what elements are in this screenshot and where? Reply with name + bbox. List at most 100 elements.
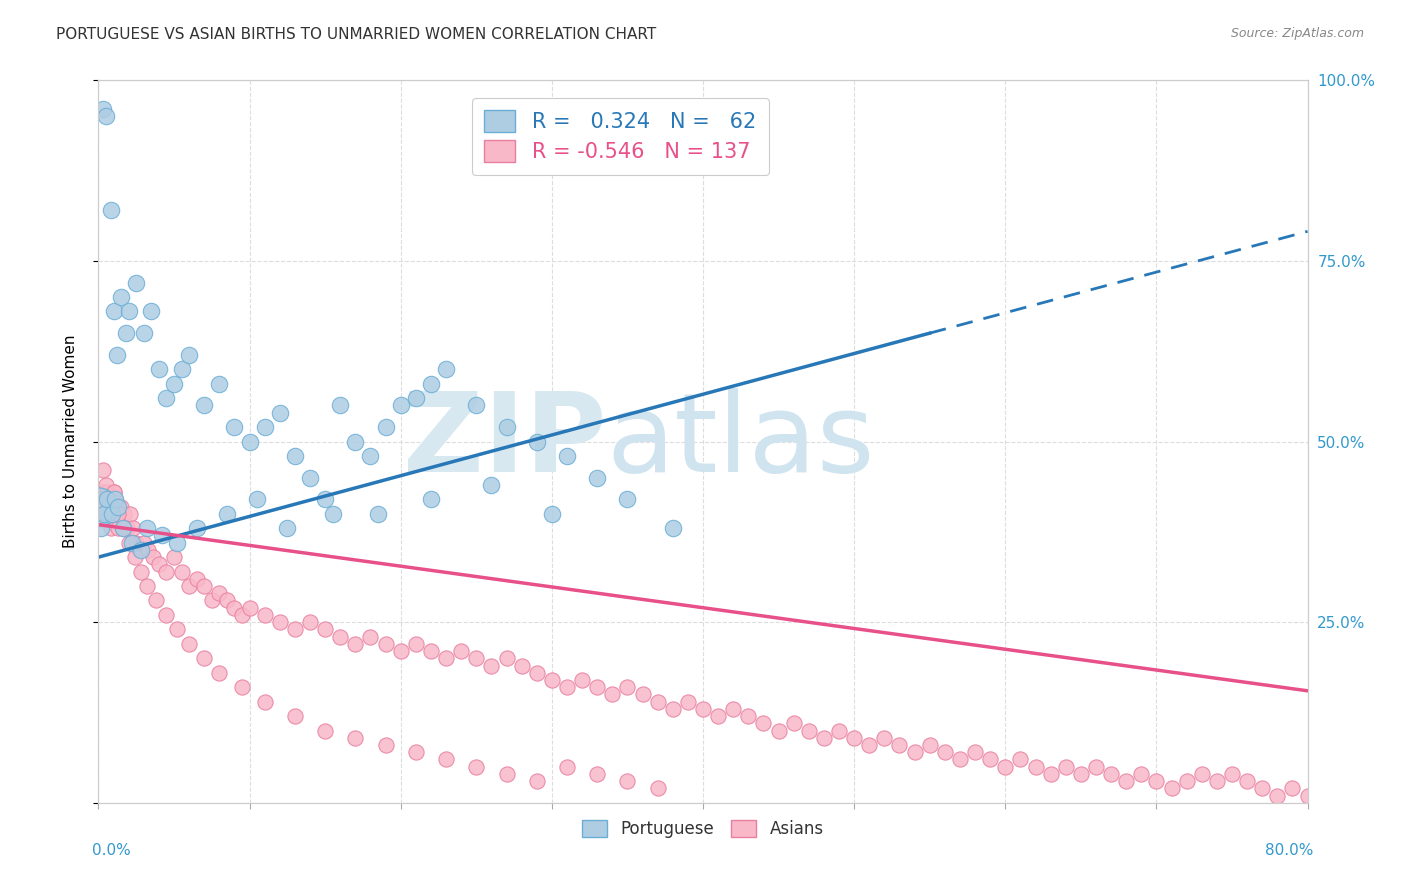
Point bbox=[284, 709, 307, 723]
Point bbox=[284, 623, 307, 637]
Point bbox=[120, 507, 142, 521]
Point bbox=[193, 398, 215, 412]
Point bbox=[93, 507, 115, 521]
Point bbox=[768, 723, 790, 738]
Point bbox=[253, 420, 276, 434]
Point bbox=[166, 623, 188, 637]
Point bbox=[231, 680, 253, 694]
Point bbox=[118, 535, 141, 549]
Point bbox=[465, 398, 488, 412]
Point bbox=[105, 348, 128, 362]
Point bbox=[141, 304, 163, 318]
Point bbox=[94, 109, 117, 123]
Point bbox=[246, 492, 269, 507]
Point bbox=[314, 492, 336, 507]
Point bbox=[98, 492, 121, 507]
Point bbox=[129, 565, 152, 579]
Point bbox=[93, 500, 115, 514]
Point bbox=[571, 673, 593, 687]
Point bbox=[586, 471, 609, 485]
Point bbox=[132, 535, 155, 549]
Point bbox=[555, 760, 578, 774]
Y-axis label: Births to Unmarried Women: Births to Unmarried Women bbox=[63, 334, 77, 549]
Text: 80.0%: 80.0% bbox=[1265, 843, 1313, 857]
Point bbox=[104, 492, 127, 507]
Point bbox=[495, 420, 517, 434]
Point bbox=[104, 492, 127, 507]
Point bbox=[91, 102, 114, 116]
Point bbox=[269, 615, 291, 630]
Point bbox=[90, 507, 112, 521]
Point bbox=[145, 593, 167, 607]
Point bbox=[166, 535, 188, 549]
Point bbox=[179, 637, 201, 651]
Point bbox=[526, 665, 548, 680]
Point bbox=[148, 558, 170, 572]
Point bbox=[96, 492, 118, 507]
Point bbox=[1206, 774, 1229, 789]
Point bbox=[208, 665, 231, 680]
Point bbox=[107, 500, 129, 514]
Point bbox=[949, 752, 972, 766]
Point bbox=[737, 709, 759, 723]
Point bbox=[215, 593, 238, 607]
Point bbox=[481, 478, 503, 492]
Point bbox=[107, 521, 129, 535]
Point bbox=[224, 600, 246, 615]
Point bbox=[555, 680, 578, 694]
Point bbox=[918, 738, 941, 752]
Point bbox=[329, 630, 352, 644]
Point bbox=[186, 521, 208, 535]
Point bbox=[360, 630, 382, 644]
Point bbox=[170, 565, 193, 579]
Point bbox=[374, 420, 396, 434]
Point bbox=[135, 521, 157, 535]
Point bbox=[105, 507, 128, 521]
Point bbox=[707, 709, 730, 723]
Point bbox=[91, 485, 114, 500]
Point bbox=[107, 507, 129, 521]
Point bbox=[965, 745, 987, 759]
Point bbox=[1115, 774, 1137, 789]
Point bbox=[329, 398, 352, 412]
Point bbox=[94, 478, 117, 492]
Point bbox=[661, 521, 683, 535]
Point bbox=[405, 745, 427, 759]
Point bbox=[1236, 774, 1258, 789]
Point bbox=[132, 326, 155, 341]
Point bbox=[129, 542, 152, 557]
Point bbox=[110, 290, 132, 304]
Point bbox=[481, 658, 503, 673]
Point bbox=[934, 745, 956, 759]
Point bbox=[253, 607, 276, 622]
Point bbox=[1099, 767, 1122, 781]
Point bbox=[193, 579, 215, 593]
Point bbox=[1085, 760, 1108, 774]
Point bbox=[616, 680, 638, 694]
Point bbox=[540, 507, 562, 521]
Point bbox=[420, 492, 443, 507]
Point bbox=[115, 521, 138, 535]
Point bbox=[89, 492, 111, 507]
Point bbox=[186, 572, 208, 586]
Point bbox=[118, 304, 141, 318]
Point bbox=[344, 731, 367, 745]
Point bbox=[1024, 760, 1046, 774]
Point bbox=[98, 492, 121, 507]
Point bbox=[844, 731, 866, 745]
Point bbox=[374, 738, 396, 752]
Point bbox=[100, 203, 122, 218]
Point bbox=[420, 644, 443, 658]
Point bbox=[112, 507, 135, 521]
Point bbox=[111, 521, 134, 535]
Point bbox=[858, 738, 880, 752]
Point bbox=[873, 731, 896, 745]
Point bbox=[526, 774, 548, 789]
Point bbox=[269, 406, 291, 420]
Point bbox=[405, 637, 427, 651]
Point bbox=[101, 507, 124, 521]
Point bbox=[314, 723, 336, 738]
Text: 0.0%: 0.0% bbox=[93, 843, 131, 857]
Point bbox=[1267, 789, 1289, 803]
Point bbox=[1220, 767, 1243, 781]
